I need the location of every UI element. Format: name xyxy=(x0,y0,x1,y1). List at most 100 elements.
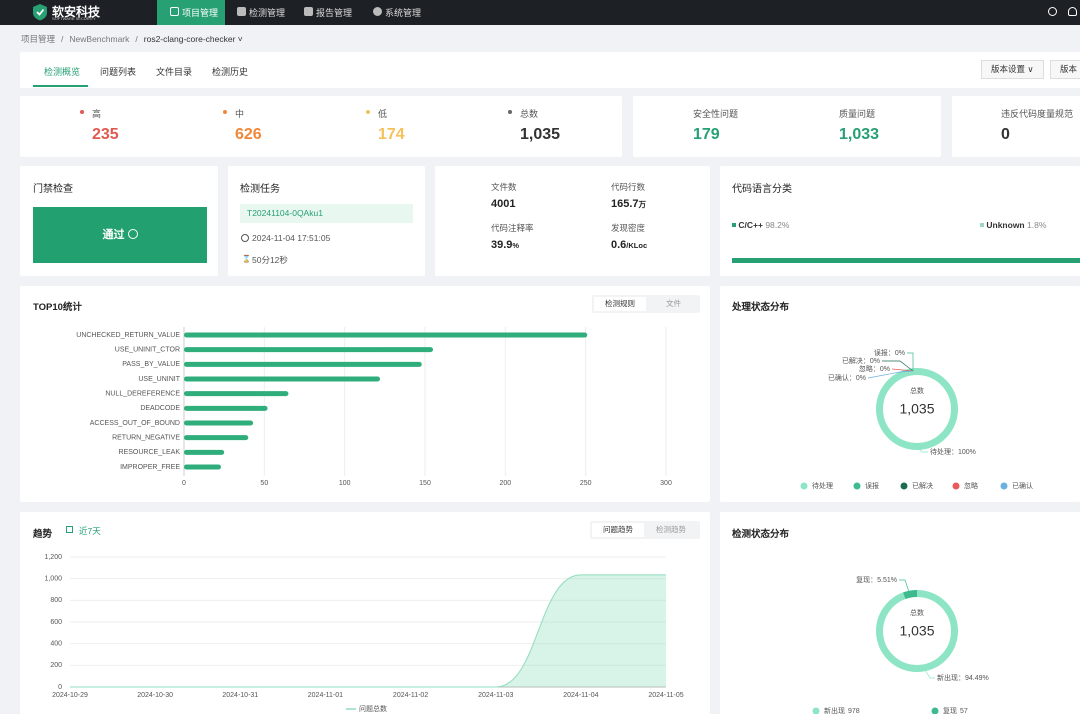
nav-item[interactable]: 报告管理 xyxy=(316,8,353,18)
legend-label: 待处理 xyxy=(812,481,833,490)
nav-item[interactable]: 系统管理 xyxy=(385,8,422,18)
toggle-item[interactable]: 检测趋势 xyxy=(656,525,686,534)
y-tick-label: RESOURCE_LEAK xyxy=(119,449,181,456)
x-tick-label: 2024-10-30 xyxy=(137,692,173,699)
center-label: 总数 xyxy=(910,608,924,617)
legend-marker xyxy=(853,482,861,490)
x-tick-label: 100 xyxy=(339,480,351,487)
leader-line xyxy=(907,352,914,371)
legend-name: 已确认 xyxy=(1012,481,1033,490)
value: 179 xyxy=(693,126,720,143)
bar xyxy=(184,435,249,441)
toggle-item[interactable]: 文件 xyxy=(666,299,681,308)
info-icon[interactable] xyxy=(127,229,138,239)
lang-pct: 1.8% xyxy=(1027,220,1047,230)
lang-segment xyxy=(732,258,1080,263)
task-duration: 50分12秒 xyxy=(252,255,288,265)
nav-active-bg xyxy=(157,0,225,25)
lang-pct: 98.2% xyxy=(765,220,790,230)
x-tick-label: 2024-10-29 xyxy=(52,692,88,699)
crumb[interactable]: 项目管理 xyxy=(21,34,56,44)
nav-item[interactable]: 项目管理 xyxy=(182,8,219,18)
y-tick-label: 600 xyxy=(50,619,62,626)
button-label: 版本 xyxy=(1060,64,1078,74)
tab[interactable]: 问题列表 xyxy=(100,67,137,77)
y-tick-label: RETURN_NEGATIVE xyxy=(112,435,180,442)
language-card: 代码语言分类 C/C++ 98.2% Unknown 1.8% xyxy=(720,166,1080,276)
nav-icon xyxy=(304,7,313,16)
value: 39.9% xyxy=(491,239,519,251)
number: 39.9 xyxy=(491,239,513,251)
tab[interactable]: 文件目录 xyxy=(156,67,193,77)
severity-card: 高 235 中 626 低 174 总数 1,035 xyxy=(20,96,622,157)
value: 1,033 xyxy=(839,126,880,143)
legend-label: 误报 xyxy=(865,481,879,490)
label: 代码注释率 xyxy=(491,223,534,233)
label: 中 xyxy=(235,109,245,119)
label: 违反代码度量规范 xyxy=(1001,109,1074,119)
result-text: 通过 xyxy=(102,229,125,241)
tab-bar: 检测概览 问题列表 文件目录 检测历史 版本设置 ∨ 版本 xyxy=(20,52,1080,88)
label: 发现密度 xyxy=(611,223,646,233)
user-icon[interactable] xyxy=(1068,7,1077,16)
legend-count: 978 xyxy=(848,708,860,714)
top10-card: TOP10统计 检测规则 文件 xyxy=(20,286,710,502)
value: 0.6/KLoc xyxy=(611,239,647,251)
y-tick-label: USE_UNINIT_CTOR xyxy=(115,347,180,354)
y-tick-label: 200 xyxy=(50,662,62,669)
legend-marker xyxy=(931,707,939,714)
toggle-item[interactable]: 问题趋势 xyxy=(592,523,644,537)
legend-count: 57 xyxy=(960,708,968,714)
label: 安全性问题 xyxy=(693,109,739,119)
tab[interactable]: 检测概览 xyxy=(44,67,81,77)
tab[interactable]: 检测历史 xyxy=(212,67,249,77)
unit: % xyxy=(512,241,520,250)
x-tick-label: 150 xyxy=(419,480,431,487)
legend-label: 复现 57 xyxy=(943,706,968,714)
button[interactable]: 版本 xyxy=(1050,60,1080,79)
legend-label: 忽略 xyxy=(964,481,978,490)
x-tick-label: 2024-11-05 xyxy=(648,692,683,699)
y-tick-label: 800 xyxy=(50,597,62,604)
dot xyxy=(366,110,370,114)
x-tick-label: 2024-10-31 xyxy=(222,692,258,699)
leader-line xyxy=(891,368,914,372)
x-tick-label: 200 xyxy=(499,480,511,487)
leader-line xyxy=(923,667,935,679)
bar xyxy=(184,449,225,455)
label: 文件数 xyxy=(491,182,517,192)
lang-bar xyxy=(732,258,1080,263)
legend-label: 已确认 xyxy=(1012,481,1033,490)
number: 0.6 xyxy=(611,239,627,251)
button[interactable]: 版本设置 ∨ xyxy=(981,60,1044,79)
bar xyxy=(184,361,422,367)
category-card: 安全性问题 179 质量问题 1,033 xyxy=(633,96,941,157)
center-value: 1,035 xyxy=(899,623,934,639)
nav-item[interactable]: 检测管理 xyxy=(249,8,286,18)
card-title: 门禁检查 xyxy=(33,184,73,195)
y-tick-label: 1,200 xyxy=(44,554,62,561)
help-icon[interactable] xyxy=(1048,7,1057,16)
bar xyxy=(184,347,434,353)
toggle-item[interactable]: 检测规则 xyxy=(594,297,646,311)
crumb[interactable]: ros2-clang-core-checker xyxy=(143,34,236,44)
gate-result: 通过 xyxy=(33,207,207,263)
x-tick-label: 2024-11-03 xyxy=(478,692,513,699)
value: 1,035 xyxy=(520,126,561,143)
range[interactable]: 近7天 xyxy=(79,526,101,536)
unit: /KLoc xyxy=(626,241,648,250)
slice-label: 新出现：94.49% xyxy=(937,673,989,682)
slice-label: 已解决：0% xyxy=(842,356,880,365)
clock-icon xyxy=(241,234,249,242)
y-tick-label: UNCHECKED_RETURN_VALUE xyxy=(76,332,180,339)
bar xyxy=(184,391,289,397)
crumb[interactable]: NewBenchmark xyxy=(69,34,130,44)
card-title: 趋势 xyxy=(33,529,53,540)
calendar-icon xyxy=(66,526,73,533)
line xyxy=(70,574,666,688)
dot xyxy=(223,110,227,114)
legend-marker xyxy=(900,482,908,490)
legend-label: 新出现 978 xyxy=(824,706,860,714)
value: 235 xyxy=(92,126,119,143)
